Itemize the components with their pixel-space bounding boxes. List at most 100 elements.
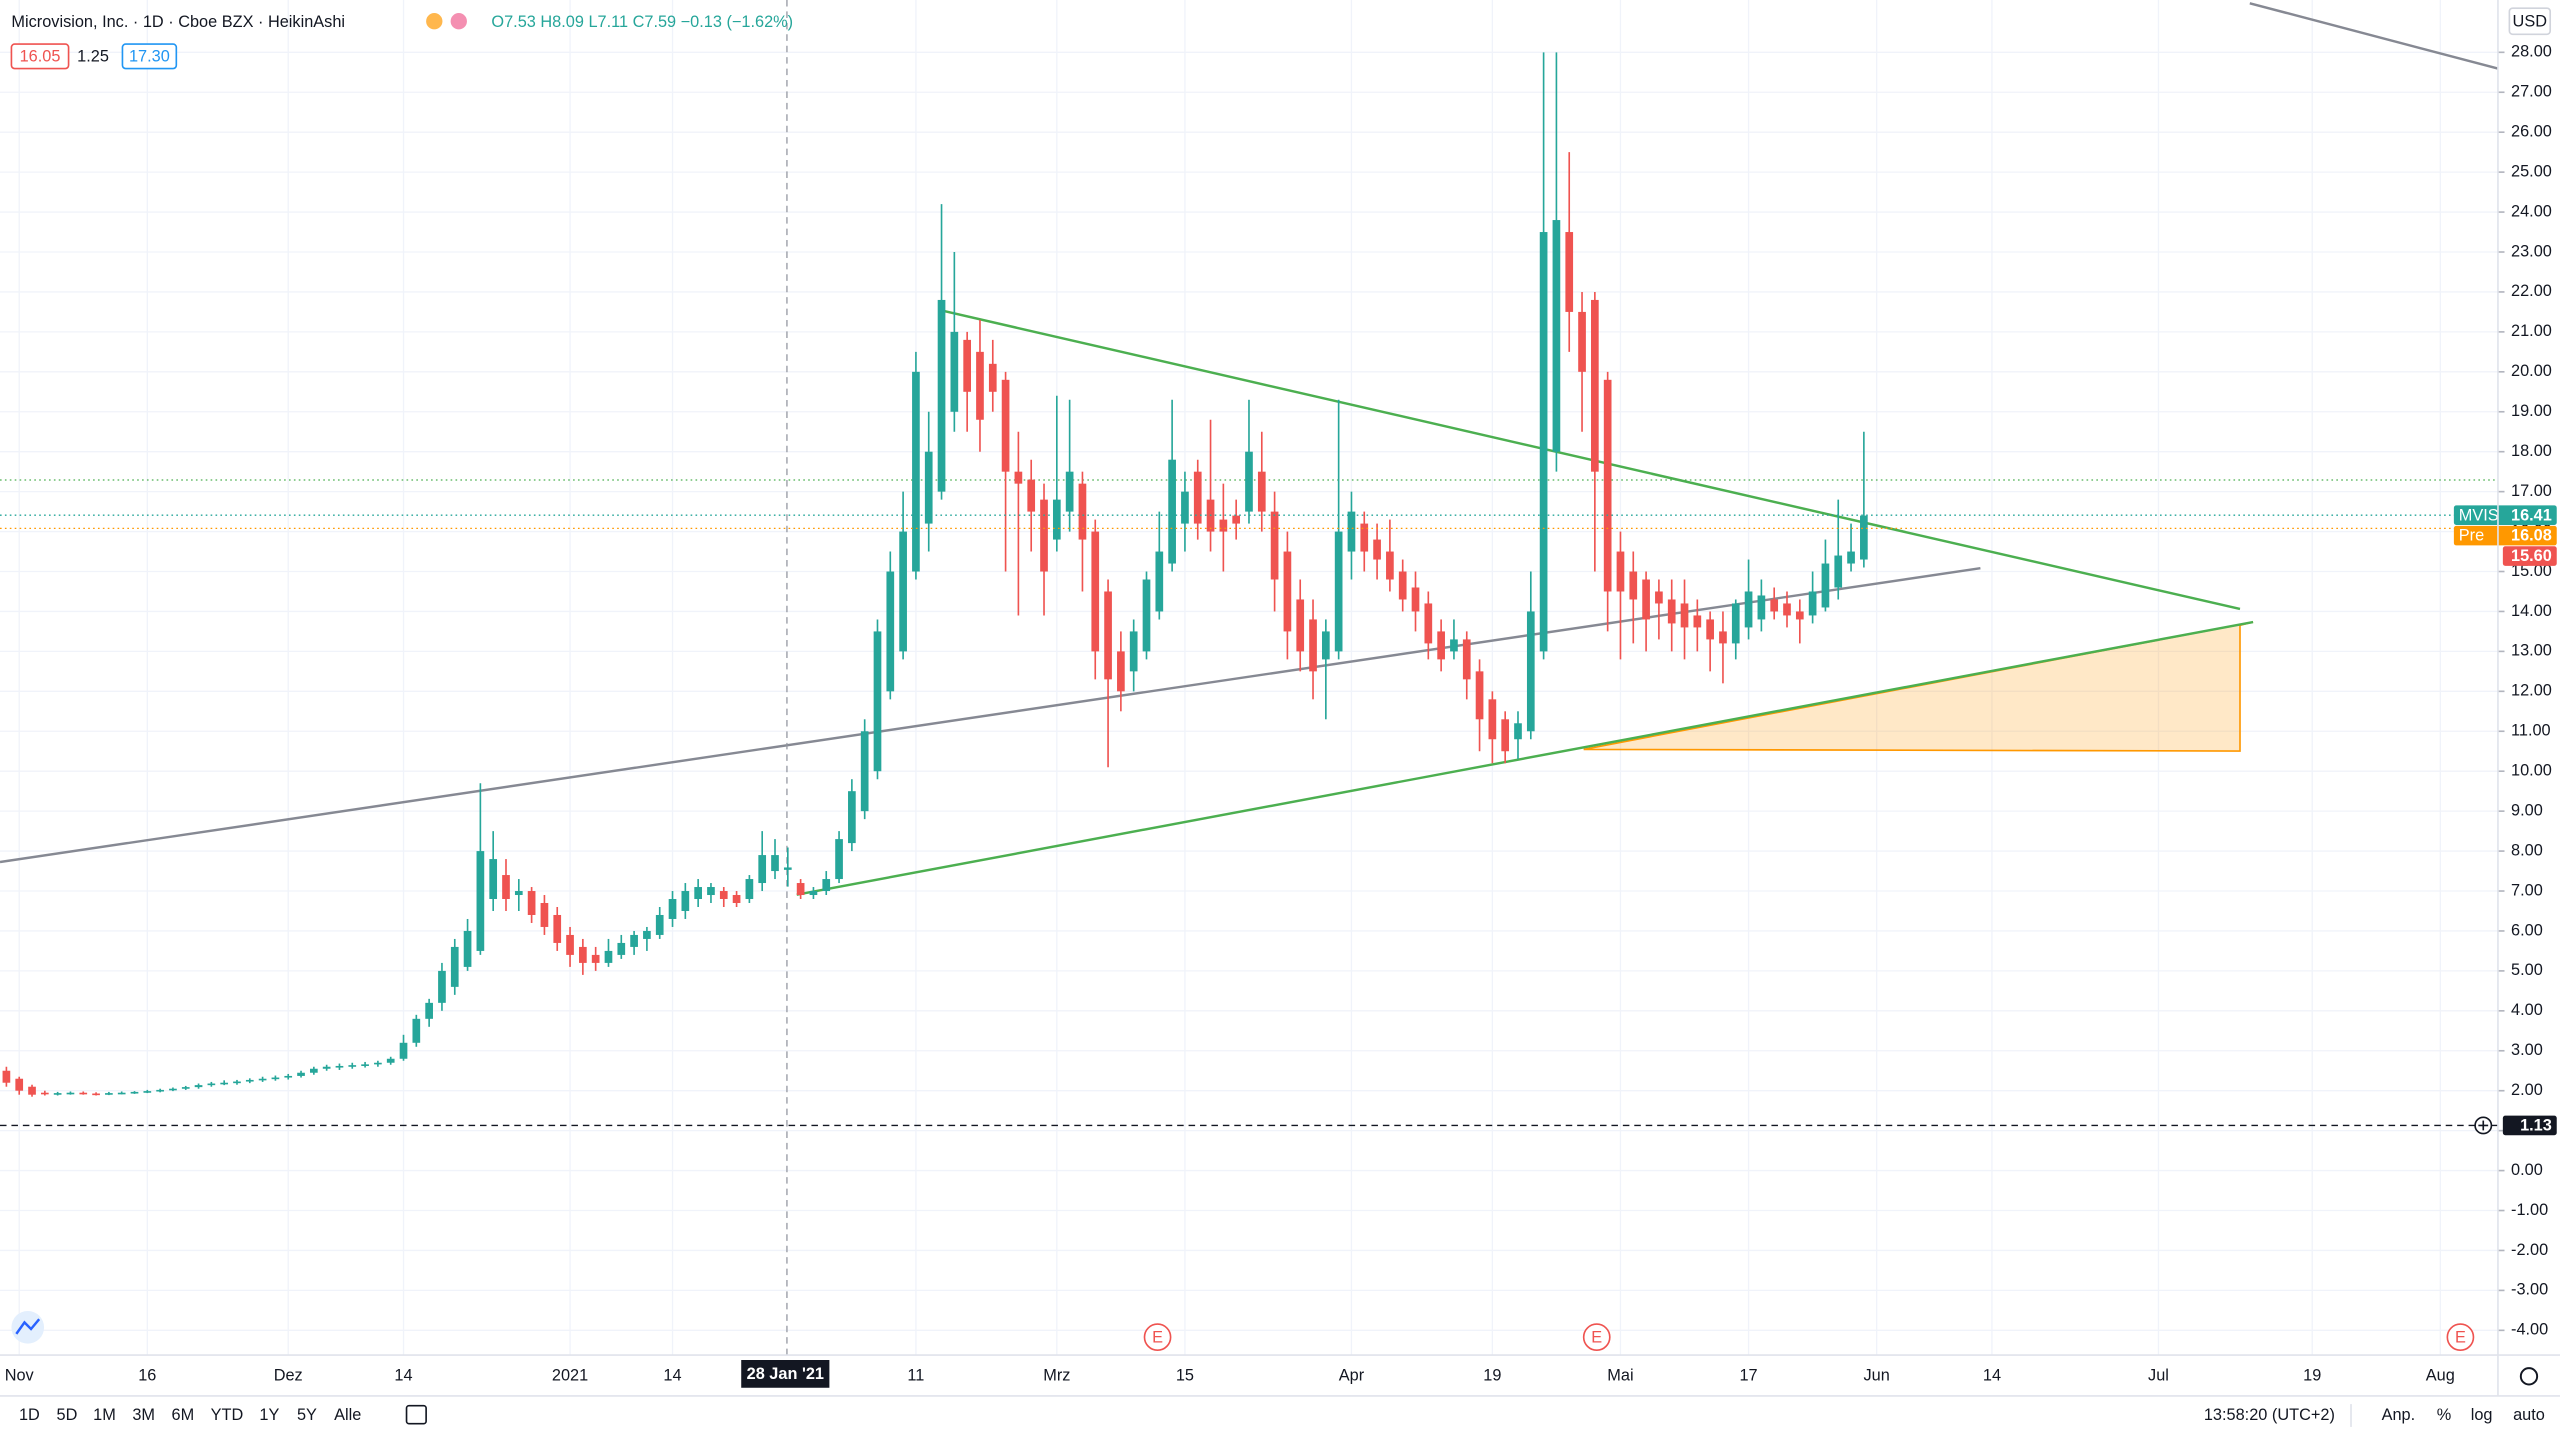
interval-button[interactable]: YTD — [211, 1406, 244, 1424]
trend-line[interactable] — [940, 309, 2241, 611]
scale-option[interactable]: Anp. — [2382, 1406, 2416, 1424]
scale-option[interactable]: % — [2437, 1406, 2452, 1424]
status-icon[interactable] — [426, 13, 443, 30]
candle-body — [438, 970, 446, 1003]
earnings-circle[interactable] — [2446, 1323, 2475, 1352]
candle-body — [425, 1002, 433, 1019]
x-tick-label: 17 — [1739, 1367, 1757, 1385]
candle-body — [540, 903, 549, 927]
candle-body — [1667, 599, 1676, 624]
price-tag-value: 15.60 — [2511, 547, 2552, 565]
price-tag-value: 16.41 — [2511, 506, 2552, 524]
earnings-circle[interactable] — [1582, 1323, 1611, 1352]
candle-body — [1424, 603, 1433, 644]
interval-button[interactable]: 1M — [93, 1406, 116, 1424]
candle-body — [1680, 603, 1689, 628]
status-icon[interactable] — [450, 13, 467, 30]
candle-body — [1847, 551, 1855, 564]
candle-body — [1347, 511, 1356, 552]
scale-option[interactable]: auto — [2513, 1406, 2545, 1424]
candle-body — [1821, 563, 1830, 608]
candle-body — [117, 1092, 126, 1095]
x-tick-label: 14 — [1983, 1367, 2001, 1385]
candle-body — [1360, 523, 1369, 552]
earnings-label[interactable]: E — [1591, 1328, 1602, 1346]
candle-body — [1052, 499, 1061, 540]
earnings-circle[interactable] — [1143, 1323, 1172, 1352]
candle-body — [284, 1075, 293, 1078]
earnings-label[interactable]: E — [2455, 1328, 2466, 1346]
candle-body — [950, 331, 959, 412]
currency[interactable]: USD — [2513, 12, 2547, 30]
candle-body — [1616, 551, 1625, 592]
price-tag[interactable] — [2453, 525, 2557, 546]
trend-line[interactable] — [796, 620, 2254, 896]
trend-line[interactable] — [0, 566, 1981, 864]
earnings-marker[interactable]: E — [1143, 1323, 1172, 1352]
candle-body — [1719, 631, 1727, 644]
candle-body — [194, 1085, 203, 1088]
candle-body — [1501, 719, 1510, 752]
candle-body — [1783, 603, 1791, 616]
candle-body — [143, 1091, 152, 1093]
candle-body — [1693, 615, 1702, 628]
x-tick-label: 14 — [394, 1367, 412, 1385]
bid-price[interactable]: 16.05 — [20, 47, 61, 65]
candle-body — [1129, 631, 1138, 672]
interval-button[interactable]: 3M — [132, 1406, 155, 1424]
interval-button[interactable]: 5D — [57, 1406, 78, 1424]
bid-box[interactable] — [10, 43, 70, 70]
candle-body — [2, 1070, 11, 1083]
symbol-title[interactable]: Microvision, Inc. · 1D · Cboe BZX · Heik… — [11, 13, 345, 31]
candle-body — [207, 1083, 216, 1086]
candle-body — [873, 631, 882, 772]
trend-line[interactable] — [2249, 2, 2499, 70]
y-tick-label: 11.00 — [2511, 722, 2551, 740]
candle-body — [28, 1086, 36, 1095]
price-tag-value: 16.08 — [2511, 527, 2552, 545]
date-range-icon[interactable] — [405, 1404, 427, 1425]
candle-body — [310, 1068, 318, 1073]
settings-icon[interactable] — [2519, 1367, 2539, 1386]
y-tick-label: 15.00 — [2511, 562, 2552, 580]
interval-button[interactable]: 5Y — [297, 1406, 317, 1424]
candle-body — [1117, 651, 1125, 692]
candle-body — [1232, 515, 1241, 524]
earnings-marker[interactable]: E — [1582, 1323, 1611, 1352]
candle-body — [348, 1065, 357, 1067]
candle-body — [1860, 515, 1868, 560]
candles — [2, 52, 1868, 1097]
interval-button[interactable]: 1D — [19, 1406, 40, 1424]
candle-body — [1245, 451, 1253, 512]
overlay: -4.00-3.00-2.00-1.000.001.002.003.004.00… — [0, 43, 2557, 1385]
candle-body — [1296, 599, 1305, 652]
candle-body — [771, 855, 779, 872]
candle-body — [630, 934, 638, 947]
candle-body — [860, 731, 869, 812]
candle-body — [1155, 551, 1164, 612]
candle-body — [1591, 299, 1599, 472]
currency-box[interactable] — [2508, 7, 2552, 36]
interval-button[interactable]: 6M — [172, 1406, 195, 1424]
candle-body — [1642, 579, 1650, 620]
price-tag[interactable] — [2453, 505, 2557, 525]
candle-body — [476, 851, 485, 951]
y-tick-label: 14.00 — [2511, 602, 2552, 620]
earnings-label[interactable]: E — [1152, 1328, 1163, 1346]
ask-price[interactable]: 17.30 — [129, 47, 170, 65]
candle-body — [643, 930, 651, 939]
ask-box[interactable] — [121, 43, 178, 70]
candle-body — [399, 1042, 408, 1059]
candle-body — [1334, 531, 1343, 652]
interval-button[interactable]: Alle — [334, 1406, 361, 1424]
price-tag[interactable] — [2502, 1115, 2557, 1136]
earnings-marker[interactable]: E — [2446, 1323, 2475, 1352]
scale-option[interactable]: log — [2471, 1406, 2493, 1424]
price-tag[interactable] — [2502, 546, 2557, 566]
candle-body — [707, 887, 715, 896]
interval-button[interactable]: 1Y — [259, 1406, 279, 1424]
x-tick-label: 16 — [138, 1367, 156, 1385]
x-tick-label: 19 — [2303, 1367, 2321, 1385]
x-tick-label: Aug — [2426, 1367, 2455, 1385]
